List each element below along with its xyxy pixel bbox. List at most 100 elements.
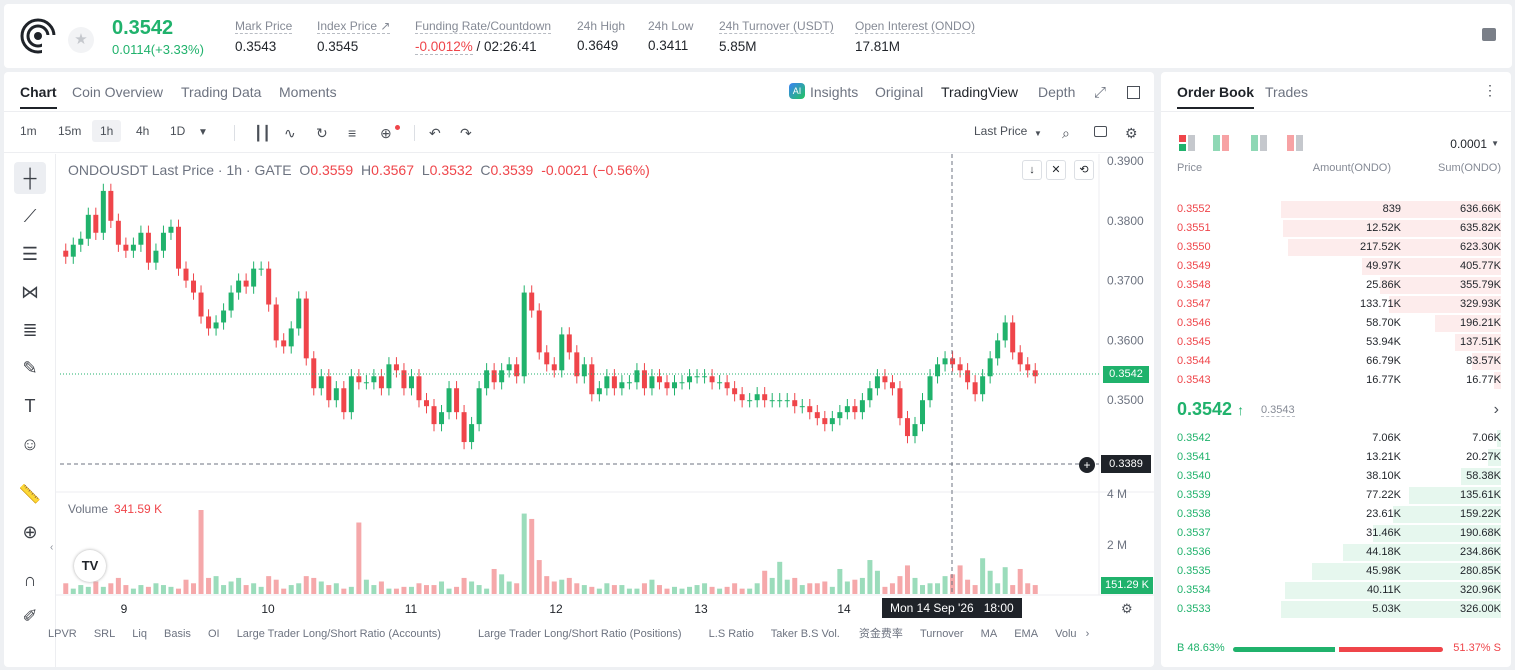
ind-srl[interactable]: SRL: [93, 628, 116, 640]
tf-15m[interactable]: 15m: [58, 124, 82, 138]
pattern-icon[interactable]: ⋈: [21, 281, 39, 302]
candlestick-chart[interactable]: 0.3900 0.3800 0.3700 0.3600 0.3500 4 M 2 M 9 10 1…: [4, 72, 1154, 667]
bid-row[interactable]: 0.3538 23.61K 159.22K: [1161, 505, 1511, 524]
refresh-icon[interactable]: ↻: [316, 125, 328, 141]
ind-turnover[interactable]: Turnover: [919, 628, 964, 640]
bid-row[interactable]: 0.3537 31.46K 190.68K: [1161, 524, 1511, 543]
tab-chart[interactable]: Chart: [20, 84, 57, 109]
row-price: 0.3545: [1177, 336, 1211, 348]
collapse-left-icon[interactable]: ‹: [50, 542, 54, 553]
chevron-down-icon[interactable]: ▼: [1034, 129, 1042, 138]
bid-row[interactable]: 0.3542 7.06K 7.06K: [1161, 429, 1511, 448]
chevron-down-icon[interactable]: ▼: [1491, 139, 1499, 148]
ind-oi[interactable]: OI: [208, 628, 220, 640]
ask-row[interactable]: 0.3549 49.97K 405.77K: [1161, 257, 1511, 276]
tab-coin-overview[interactable]: Coin Overview: [72, 84, 164, 100]
tab-trading-data[interactable]: Trading Data: [181, 84, 262, 100]
bid-row[interactable]: 0.3540 38.10K 58.38K: [1161, 467, 1511, 486]
ask-row[interactable]: 0.3545 53.94K 137.51K: [1161, 333, 1511, 352]
guide-book-icon[interactable]: [1482, 28, 1496, 41]
view-bids-icon[interactable]: [1251, 135, 1267, 151]
ind-volume[interactable]: Volu: [1055, 628, 1077, 640]
candle-body: [1017, 352, 1023, 365]
ind-lt-accounts[interactable]: Large Trader Long/Short Ratio (Accounts): [236, 628, 441, 640]
brush-icon[interactable]: ✎: [22, 357, 38, 378]
ruler-icon[interactable]: 📏: [18, 483, 42, 504]
view-asks-icon[interactable]: [1287, 135, 1303, 151]
undo-icon[interactable]: ↶: [429, 125, 441, 141]
ask-row[interactable]: 0.3544 66.79K 83.57K: [1161, 352, 1511, 371]
chevron-right-icon[interactable]: ›: [1493, 401, 1499, 418]
bid-row[interactable]: 0.3536 44.18K 234.86K: [1161, 543, 1511, 562]
ask-row[interactable]: 0.3548 25.86K 355.79K: [1161, 276, 1511, 295]
tab-insights[interactable]: Insights: [810, 84, 859, 100]
bid-row[interactable]: 0.3534 40.11K 320.96K: [1161, 581, 1511, 600]
ask-row[interactable]: 0.3546 58.70K 196.21K: [1161, 314, 1511, 333]
redo-icon[interactable]: ↷: [460, 125, 472, 141]
tradingview-logo[interactable]: TV: [74, 550, 106, 582]
ask-row[interactable]: 0.3550 217.52K 623.30K: [1161, 238, 1511, 257]
bid-row[interactable]: 0.3541 13.21K 20.27K: [1161, 448, 1511, 467]
ask-row[interactable]: 0.3543 16.77K 16.77K: [1161, 371, 1511, 390]
ask-row[interactable]: 0.3551 12.52K 635.82K: [1161, 219, 1511, 238]
bid-row[interactable]: 0.3539 77.22K 135.61K: [1161, 486, 1511, 505]
bid-row[interactable]: 0.3535 45.98K 280.85K: [1161, 562, 1511, 581]
tf-1h[interactable]: 1h: [92, 120, 122, 142]
tab-moments[interactable]: Moments: [279, 84, 337, 100]
ind-ma[interactable]: MA: [980, 628, 998, 640]
magnet-icon[interactable]: ∩: [23, 569, 37, 590]
ind-basis[interactable]: Basis: [164, 628, 191, 640]
view-both-alt-icon[interactable]: [1213, 135, 1229, 151]
ind-ema[interactable]: EMA: [1014, 628, 1039, 640]
crosshair-icon[interactable]: ┼: [14, 162, 46, 194]
tab-tradingview[interactable]: TradingView: [941, 84, 1019, 100]
more-icon[interactable]: ⋮: [1483, 82, 1497, 98]
favorite-star-icon[interactable]: ★: [68, 27, 94, 53]
chevron-right-icon[interactable]: ›: [1085, 628, 1090, 640]
tf-1d[interactable]: 1D: [170, 124, 186, 138]
scroll-down-icon[interactable]: ↓: [1022, 160, 1042, 180]
precision-select[interactable]: 0.0001: [1450, 137, 1487, 151]
settings-icon[interactable]: ⚙: [1121, 601, 1133, 616]
add-alert-icon[interactable]: +: [1079, 457, 1095, 473]
tf-1m[interactable]: 1m: [20, 124, 37, 138]
ind-liq[interactable]: Liq: [132, 628, 147, 640]
reset-icon[interactable]: ⟲: [1074, 160, 1094, 180]
tab-depth[interactable]: Depth: [1038, 84, 1076, 100]
trend-line-icon[interactable]: ⟋: [23, 205, 37, 226]
stat-index-price[interactable]: Index Price ↗ 0.3545: [317, 19, 391, 54]
collapse-icon[interactable]: ✕: [1046, 160, 1066, 180]
indicator-icon[interactable]: ∿: [284, 125, 296, 141]
view-both-icon[interactable]: [1179, 135, 1195, 151]
horizontal-lines-icon[interactable]: ☰: [21, 243, 39, 264]
ind-lt-positions[interactable]: Large Trader Long/Short Ratio (Positions…: [477, 628, 682, 640]
ind-taker[interactable]: Taker B.S Vol.: [770, 628, 840, 640]
gear-icon[interactable]: ⚙: [1125, 125, 1138, 141]
camera-icon[interactable]: [1094, 126, 1107, 137]
bid-row[interactable]: 0.3533 5.03K 326.00K: [1161, 600, 1511, 619]
fib-icon[interactable]: ≣: [22, 319, 38, 340]
tf-4h[interactable]: 4h: [136, 124, 150, 138]
pencil-lock-icon[interactable]: ✐: [22, 605, 38, 626]
template-icon[interactable]: ≡: [348, 125, 357, 141]
expand-icon[interactable]: ⤢: [1094, 84, 1107, 101]
zoom-in-icon[interactable]: ⊕: [22, 521, 38, 542]
candle-body: [386, 364, 392, 389]
ask-row[interactable]: 0.3547 133.71K 329.93K: [1161, 295, 1511, 314]
ind-funding[interactable]: 资金费率: [858, 628, 903, 640]
search-icon[interactable]: ⌕: [1062, 125, 1070, 141]
ask-row[interactable]: 0.3552 839 636.66K: [1161, 200, 1511, 219]
tab-trades[interactable]: Trades: [1265, 84, 1309, 100]
ind-ls-ratio[interactable]: L.S Ratio: [708, 628, 754, 640]
candle-type-icon[interactable]: ┃┃: [254, 125, 271, 141]
tab-order-book[interactable]: Order Book: [1177, 84, 1255, 109]
emoji-icon[interactable]: ☺: [20, 433, 40, 454]
row-price: 0.3536: [1177, 546, 1211, 558]
add-indicator-icon[interactable]: ⊕: [380, 125, 392, 141]
window-icon[interactable]: [1127, 86, 1140, 99]
text-icon[interactable]: T: [24, 395, 36, 416]
ind-lpvr[interactable]: LPVR: [48, 628, 77, 640]
price-type-select[interactable]: Last Price: [974, 124, 1028, 138]
tab-original[interactable]: Original: [875, 84, 924, 100]
chevron-down-icon[interactable]: ▼: [198, 127, 208, 138]
